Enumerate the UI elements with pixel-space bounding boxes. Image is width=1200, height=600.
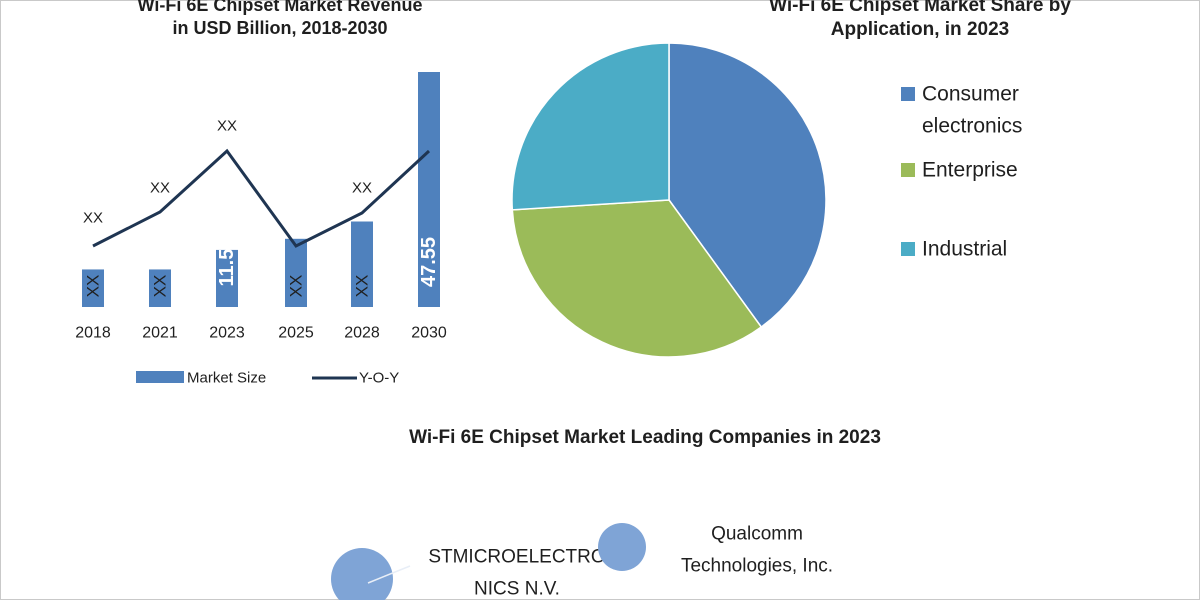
yoy-label-2021: XX xyxy=(150,180,170,197)
pie-chart-title-line-1: Wi-Fi 6E Chipset Market Share by xyxy=(769,0,1071,16)
bar-2018 xyxy=(82,269,104,307)
pie-legend-swatch-enterprise xyxy=(901,163,915,177)
bar-2025 xyxy=(285,238,307,307)
x-tick-2030: 2030 xyxy=(411,325,447,342)
company-label-qualcomm-1: Qualcomm xyxy=(711,524,803,545)
bar-value-label-2030: 47.55 xyxy=(418,237,440,287)
yoy-label-2028: XX xyxy=(352,180,372,197)
pie-chart-title-line-2: Application, in 2023 xyxy=(830,18,1010,40)
pie-slice-enterprise xyxy=(511,199,763,358)
x-tick-2028: 2028 xyxy=(344,325,380,342)
pie-legend-swatch-industrial xyxy=(901,242,915,256)
bar-chart-title-line-1: Wi-Fi 6E Chipset Market Revenue xyxy=(137,0,423,15)
yoy-line xyxy=(92,148,431,248)
bar-2030 xyxy=(418,72,440,307)
bar-chart-title-line-2: in USD Billion, 2018-2030 xyxy=(172,17,388,38)
pie-legend-swatch-consumer-electronics xyxy=(901,87,915,101)
bar-chart: XX XX 11.55 XX XX 47.55 XX XX XX XX 2018 2021 2023 20… xyxy=(75,72,447,387)
company-label-qualcomm-2: Technologies, Inc. xyxy=(681,556,833,577)
bar-value-label-2025: XX xyxy=(287,275,306,298)
company-bubble-stmicroelectronics xyxy=(331,548,393,600)
legend-label-yoy: Y-O-Y xyxy=(359,370,399,387)
legend-swatch-market-size xyxy=(136,371,184,383)
x-tick-2023: 2023 xyxy=(209,325,245,342)
yoy-label-2023: XX xyxy=(217,118,237,135)
x-tick-2025: 2025 xyxy=(278,325,314,342)
bar-2021 xyxy=(149,269,171,307)
pie-chart: Consumer electronics Enterprise Industrial xyxy=(511,42,1022,358)
bar-value-label-2023: 11.55 xyxy=(216,238,238,287)
pie-chart-title: Wi-Fi 6E Chipset Market Share by Applica… xyxy=(700,0,1140,42)
bar-2028 xyxy=(351,221,373,307)
bar-value-label-2021: XX xyxy=(151,275,170,298)
company-label-stmicroelectronics-1: STMICROELECTRO xyxy=(428,547,605,568)
bar-chart-title: Wi-Fi 6E Chipset Market Revenue in USD B… xyxy=(70,0,490,39)
pie-legend-label-enterprise-1: Enterprise xyxy=(922,159,1018,182)
x-tick-2018: 2018 xyxy=(75,325,111,342)
yoy-label-2018: XX xyxy=(83,210,103,227)
company-leader-stmicroelectronics xyxy=(367,565,411,584)
legend-label-market-size: Market Size xyxy=(187,370,266,387)
bar-value-label-2018: XX xyxy=(84,275,103,298)
pie-slice-consumer-electronics xyxy=(668,42,827,329)
pie-slice-industrial xyxy=(511,42,670,211)
bar-2023 xyxy=(216,249,238,307)
companies-chart-title: Wi-Fi 6E Chipset Market Leading Companie… xyxy=(409,427,881,448)
x-tick-2021: 2021 xyxy=(142,325,178,342)
company-label-stmicroelectronics-2: NICS N.V. xyxy=(474,579,560,600)
bar-value-label-2028: XX xyxy=(353,275,372,298)
company-bubble-qualcomm xyxy=(598,523,646,571)
pie-legend-label-consumer-electronics-1: Consumer xyxy=(922,83,1019,106)
companies-chart: STMICROELECTRO NICS N.V. Qualcomm Technolog… xyxy=(331,523,833,600)
pie-legend-label-industrial-1: Industrial xyxy=(922,238,1007,261)
pie-legend-label-consumer-electronics-2: electronics xyxy=(922,115,1022,138)
